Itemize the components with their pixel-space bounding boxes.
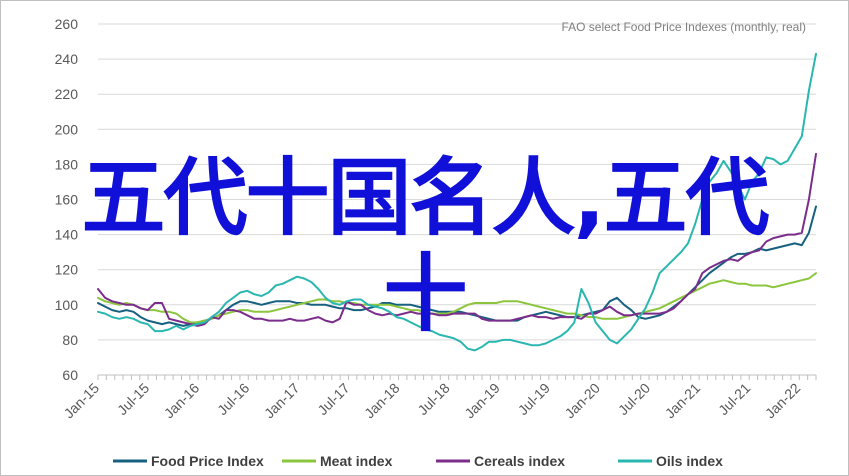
chart-subtitle: FAO select Food Price Indexes (monthly, … (561, 20, 806, 34)
grid-lines (98, 23, 816, 341)
x-tick-label: Jul-21 (715, 380, 753, 418)
y-tick-label: 100 (55, 297, 79, 313)
y-tick-label: 260 (55, 16, 79, 32)
legend-label-cereals-index: Cereals index (474, 453, 565, 469)
y-axis: 60 80 100 120 140 160 180 200 220 240 260 (55, 16, 79, 383)
series-line-food-price-index (97, 205, 817, 327)
series-line-meat-index (97, 272, 817, 324)
y-tick-label: 160 (55, 192, 79, 208)
series-line-oils-index (97, 52, 817, 352)
y-tick-label: 200 (55, 121, 79, 137)
y-tick-label: 180 (55, 156, 79, 172)
y-tick-label: 80 (62, 332, 78, 348)
x-tick-label: Jan-15 (61, 380, 103, 422)
legend-label-meat-index: Meat index (320, 453, 393, 469)
x-tick-label: Jul-15 (114, 380, 152, 418)
legend: Food Price Index Meat index Cereals index O… (113, 453, 723, 469)
y-tick-label: 220 (55, 86, 79, 102)
x-tick-label: Jul-20 (615, 380, 653, 418)
y-tick-label: 240 (55, 51, 79, 67)
y-tick-label: 140 (55, 227, 79, 243)
y-tick-label: 120 (55, 262, 79, 278)
y-tick-label: 60 (62, 367, 78, 383)
x-tick-label: Jan-22 (762, 380, 804, 422)
series-line-cereals-index (97, 152, 817, 327)
x-tick-label: Jul-17 (314, 380, 352, 418)
x-tick-label: Jan-16 (161, 380, 203, 422)
x-tick-label: Jul-19 (515, 380, 553, 418)
plot-area (97, 52, 817, 352)
x-tick-label: Jul-18 (414, 380, 452, 418)
x-tick-label: Jul-16 (214, 380, 252, 418)
x-tick-label: Jan-18 (361, 380, 403, 422)
x-tick-label: Jan-17 (261, 380, 303, 422)
x-tick-label: Jan-21 (662, 380, 704, 422)
x-tick-label: Jan-19 (461, 380, 503, 422)
x-tick-label: Jan-20 (561, 380, 603, 422)
legend-label-oils-index: Oils index (656, 453, 723, 469)
x-axis: Jan-15 Jul-15 Jan-16 Jul-16 Jan-17 Jul-17 Jan-… (61, 374, 817, 422)
legend-label-food-price-index: Food Price Index (151, 453, 264, 469)
